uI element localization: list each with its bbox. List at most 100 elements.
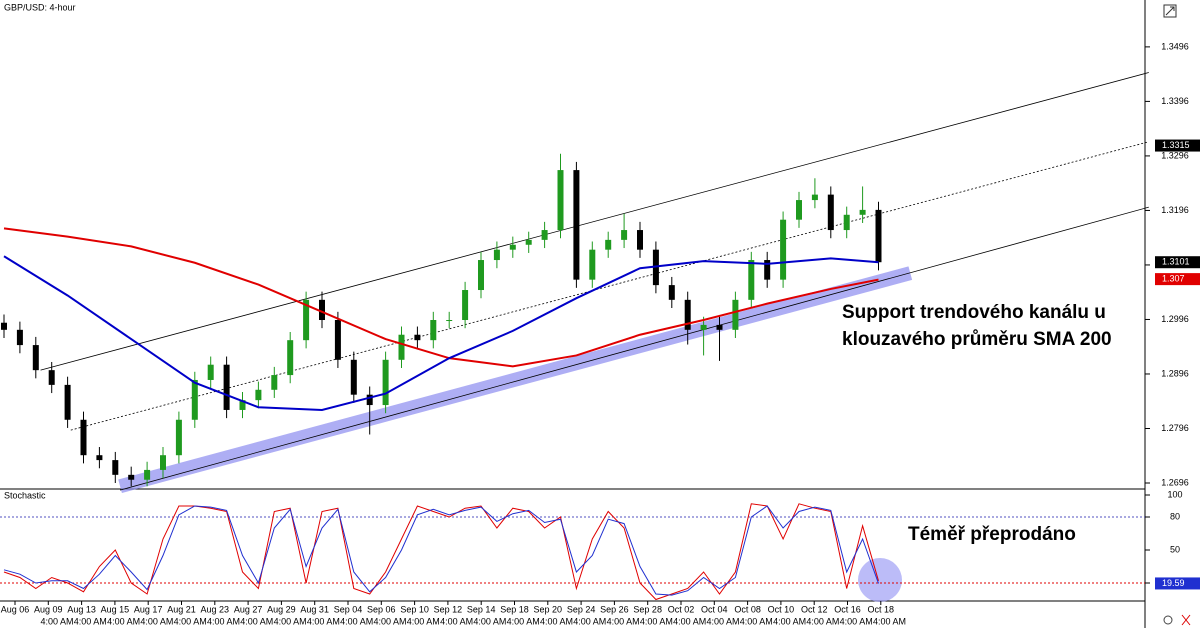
candle-body <box>875 209 882 263</box>
y-tick-label: 1.2796 <box>1161 423 1189 433</box>
time-label: 4:00 AM <box>174 616 207 626</box>
expand-arrow <box>1165 6 1175 16</box>
x-tick-label: Oct 16 <box>834 604 861 614</box>
x-tick-label: Sep 26 <box>600 604 629 614</box>
x-tick-label: Sep 06 <box>367 604 396 614</box>
candle-body <box>80 419 87 456</box>
candle-body <box>48 370 55 385</box>
time-label: 4:00 AM <box>806 616 839 626</box>
candle-body <box>637 230 643 250</box>
value-marker-label: 19.59 <box>1162 578 1185 588</box>
chart-title: GBP/USD: 4-hour <box>4 2 76 12</box>
candle-body <box>589 249 596 280</box>
time-label: 4:00 AM <box>274 616 307 626</box>
time-label: 4:00 AM <box>640 616 673 626</box>
candle-body <box>748 260 755 300</box>
candle-body <box>32 345 39 371</box>
x-tick-label: Aug 21 <box>167 604 196 614</box>
x-tick-label: Sep 28 <box>633 604 662 614</box>
x-tick-label: Sep 24 <box>567 604 596 614</box>
x-tick-label: Oct 18 <box>868 604 895 614</box>
close-icon[interactable] <box>1181 614 1191 626</box>
annotation: Téměř přeprodáno <box>908 524 1076 545</box>
link-icon[interactable] <box>1163 615 1173 625</box>
price-marker <box>1155 256 1200 269</box>
time-label: 4:00 AM <box>240 616 273 626</box>
x-tick-label: Aug 31 <box>300 604 329 614</box>
time-label: 4:00 AM <box>873 616 906 626</box>
candle-body <box>303 299 310 341</box>
candle-body <box>827 194 834 231</box>
candle-body <box>796 200 802 220</box>
price-marker-label: 1.3101 <box>1162 257 1190 267</box>
y-tick-label: 1.3496 <box>1161 41 1189 51</box>
x-tick-label: Sep 20 <box>534 604 563 614</box>
time-label: 4:00 AM <box>706 616 739 626</box>
candle-body <box>573 170 580 280</box>
candle-body <box>493 249 500 261</box>
candle-body <box>764 260 771 280</box>
candle-body <box>334 320 341 360</box>
candle-body <box>271 375 278 390</box>
candle-body <box>700 324 707 330</box>
price-marker-label: 1.3315 <box>1162 140 1190 150</box>
x-tick-label: Oct 12 <box>801 604 828 614</box>
candle-body <box>780 219 787 280</box>
stochastic-line <box>3 505 879 596</box>
y-tick-label: 1.3396 <box>1161 96 1189 106</box>
candle-body <box>112 460 119 475</box>
time-label: 4:00 AM <box>307 616 340 626</box>
y-tick-label: 1.3196 <box>1161 205 1189 215</box>
candle-body <box>160 455 166 470</box>
x-tick-label: Oct 04 <box>701 604 728 614</box>
candle-body <box>191 379 198 420</box>
candle-body <box>843 214 850 231</box>
candle-body <box>525 239 532 245</box>
candle-body <box>319 299 325 321</box>
x-tick-label: Oct 02 <box>668 604 695 614</box>
x-tick-label: Aug 06 <box>1 604 30 614</box>
trend-line <box>40 72 1149 371</box>
x-tick-label: Aug 13 <box>67 604 96 614</box>
y-tick-label: 80 <box>1170 511 1180 521</box>
moving-average <box>3 255 879 411</box>
value-marker <box>1155 577 1200 590</box>
candle-body <box>414 334 421 341</box>
candle-body <box>128 474 135 480</box>
time-label: 4:00 AM <box>40 616 73 626</box>
candle-body <box>16 329 23 346</box>
price-marker <box>1155 273 1200 286</box>
candle-body <box>509 244 516 250</box>
time-label: 4:00 AM <box>673 616 706 626</box>
candle-body <box>366 394 373 406</box>
time-label: 4:00 AM <box>473 616 506 626</box>
time-label: 4:00 AM <box>507 616 540 626</box>
time-label: 4:00 AM <box>207 616 240 626</box>
time-label: 4:00 AM <box>607 616 640 626</box>
x-tick-label: Aug 15 <box>101 604 130 614</box>
x-tick-label: Aug 29 <box>267 604 296 614</box>
price-marker <box>1155 139 1200 152</box>
candle-body <box>684 299 691 330</box>
time-label: 4:00 AM <box>740 616 773 626</box>
candle-body <box>350 359 357 395</box>
candle-body <box>541 230 548 240</box>
time-label: 4:00 AM <box>373 616 406 626</box>
candle-body <box>175 419 182 456</box>
x-tick-label: Aug 23 <box>201 604 230 614</box>
candle-body <box>605 239 612 250</box>
expand-icon[interactable] <box>1163 4 1177 18</box>
x-tick-label: Sep 10 <box>400 604 429 614</box>
candle-body <box>382 359 389 406</box>
x-tick-label: Sep 18 <box>500 604 529 614</box>
candle-body <box>716 324 723 330</box>
x-tick-label: Aug 09 <box>34 604 63 614</box>
time-label: 4:00 AM <box>840 616 873 626</box>
annotation: Support trendového kanálu u <box>842 302 1106 323</box>
y-tick-label: 100 <box>1167 489 1182 499</box>
candle-body <box>462 290 469 321</box>
candle-body <box>255 389 262 401</box>
y-tick-label: 1.2996 <box>1161 314 1189 324</box>
